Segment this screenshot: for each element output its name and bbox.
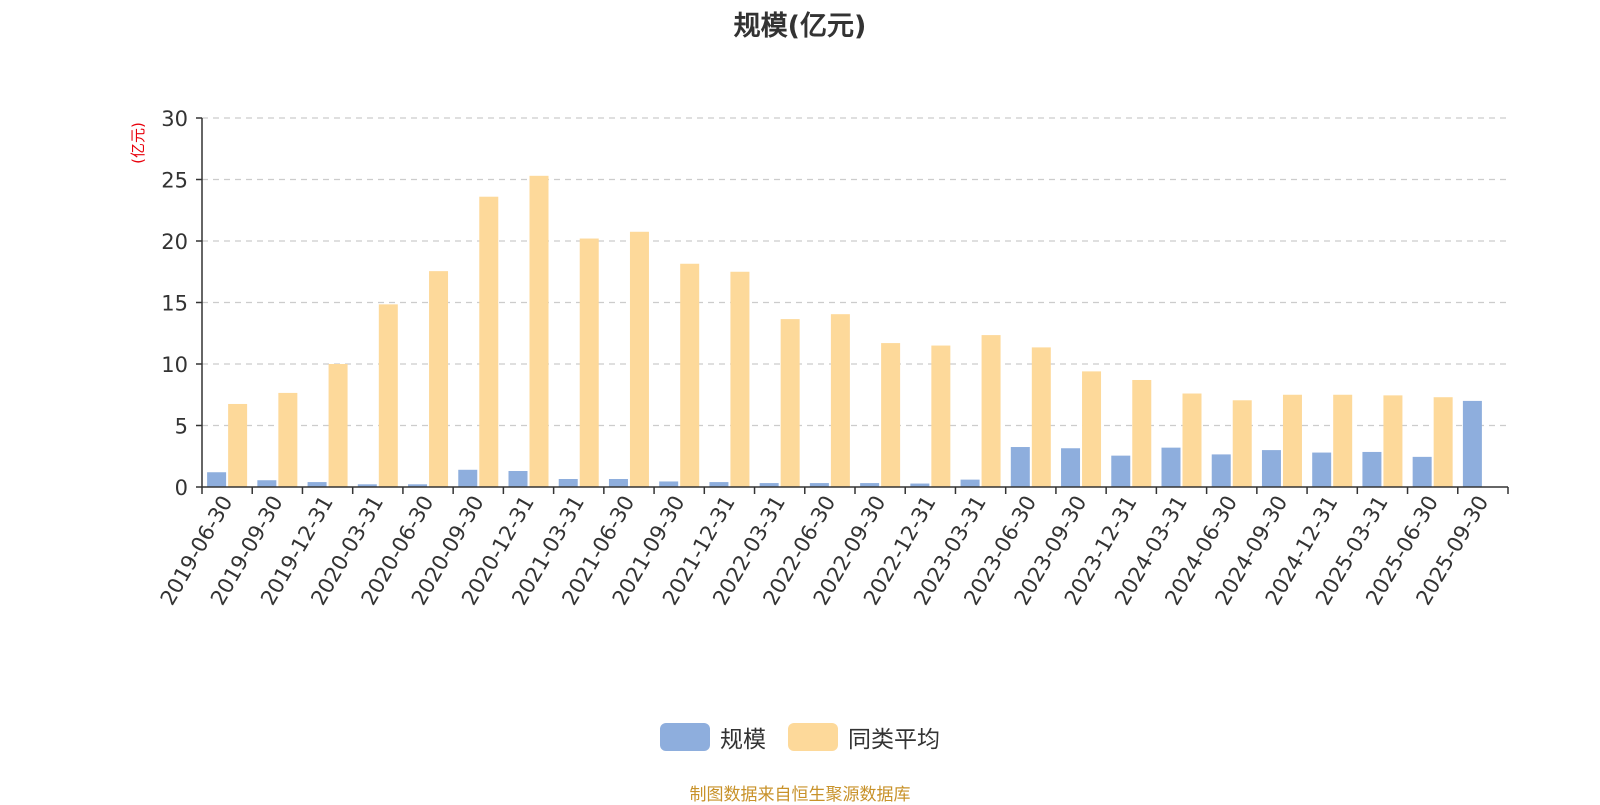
bar-scale-2021-06-30 — [608, 479, 628, 487]
bar-scale-2024-09-30 — [1261, 450, 1281, 487]
bar-peer-avg-2020-09-30 — [479, 196, 499, 487]
bar-scale-2021-03-31 — [558, 479, 578, 487]
bar-peer-avg-2020-06-30 — [429, 271, 449, 487]
source-note: 制图数据来自恒生聚源数据库 — [689, 785, 911, 805]
y-tick-label: 0 — [175, 476, 188, 500]
chart-title: 规模(亿元) — [733, 11, 867, 42]
bar-peer-avg-2020-12-31 — [529, 175, 549, 487]
legend: 规模 同类平均 — [0, 720, 1600, 754]
bar-peer-avg-2024-12-31 — [1333, 394, 1353, 487]
bar-peer-avg-2021-12-31 — [730, 271, 750, 487]
bar-scale-2022-09-30 — [860, 483, 880, 487]
legend-swatch — [660, 723, 710, 751]
bar-peer-avg-2024-06-30 — [1232, 400, 1252, 487]
bar-scale-2020-06-30 — [408, 484, 428, 487]
bar-peer-avg-2021-03-31 — [579, 238, 599, 487]
bar-scale-2024-12-31 — [1312, 452, 1332, 487]
bar-peer-avg-2022-12-31 — [931, 345, 951, 487]
bar-scale-2019-09-30 — [257, 480, 277, 487]
bar-peer-avg-2023-12-31 — [1132, 379, 1152, 487]
bar-scale-2023-03-31 — [960, 479, 980, 487]
bar-peer-avg-2019-12-31 — [328, 364, 348, 487]
legend-label: 规模 — [720, 727, 766, 753]
bar-peer-avg-2022-03-31 — [780, 319, 800, 487]
grid-lines — [202, 117, 1508, 427]
bar-scale-2025-06-30 — [1412, 456, 1432, 487]
bar-peer-avg-2023-03-31 — [981, 335, 1001, 487]
bar-scale-2023-06-30 — [1010, 447, 1030, 487]
legend-item[interactable]: 同类平均 — [788, 720, 940, 754]
bar-peer-avg-2019-06-30 — [228, 403, 248, 487]
bar-scale-2023-12-31 — [1111, 455, 1131, 487]
y-tick-label: 25 — [161, 169, 188, 193]
bar-peer-avg-2021-09-30 — [680, 263, 700, 487]
y-axis-label: (亿元) — [129, 122, 147, 164]
bar-peer-avg-2022-09-30 — [881, 343, 901, 487]
bar-scale-2022-12-31 — [910, 483, 930, 487]
bar-peer-avg-2025-03-31 — [1383, 395, 1403, 487]
bar-scale-2023-09-30 — [1061, 448, 1081, 487]
legend-item[interactable]: 规模 — [660, 720, 766, 754]
y-tick-label: 20 — [161, 230, 188, 254]
bar-scale-2024-03-31 — [1161, 447, 1181, 487]
bar-scale-2019-06-30 — [207, 472, 227, 487]
bar-peer-avg-2023-09-30 — [1082, 371, 1102, 487]
bars — [207, 175, 1482, 487]
legend-label: 同类平均 — [848, 727, 940, 753]
bar-peer-avg-2019-09-30 — [278, 392, 298, 487]
bar-scale-2022-06-30 — [809, 483, 829, 487]
bar-scale-2019-12-31 — [307, 482, 327, 487]
bar-scale-2020-12-31 — [508, 471, 528, 487]
legend-swatch — [788, 723, 838, 751]
bar-scale-2020-09-30 — [458, 469, 478, 487]
bar-scale-2021-12-31 — [709, 482, 729, 487]
bar-scale-2025-03-31 — [1362, 451, 1382, 487]
bar-peer-avg-2020-03-31 — [378, 304, 398, 487]
bar-peer-avg-2023-06-30 — [1031, 347, 1051, 487]
y-tick-label: 15 — [161, 292, 188, 316]
bar-scale-2021-09-30 — [659, 481, 679, 487]
bar-scale-2020-03-31 — [357, 484, 377, 487]
bar-scale-2022-03-31 — [759, 483, 779, 487]
bar-peer-avg-2024-09-30 — [1282, 394, 1302, 487]
y-tick-label: 30 — [161, 107, 188, 131]
bar-scale-2024-06-30 — [1211, 454, 1231, 487]
bar-peer-avg-2021-06-30 — [629, 231, 649, 487]
y-tick-label: 10 — [161, 353, 188, 377]
bar-peer-avg-2025-06-30 — [1433, 397, 1453, 487]
bar-peer-avg-2022-06-30 — [830, 314, 850, 487]
bar-peer-avg-2024-03-31 — [1182, 393, 1202, 487]
bar-scale-2025-09-30 — [1462, 400, 1482, 487]
y-tick-label: 5 — [175, 415, 188, 439]
